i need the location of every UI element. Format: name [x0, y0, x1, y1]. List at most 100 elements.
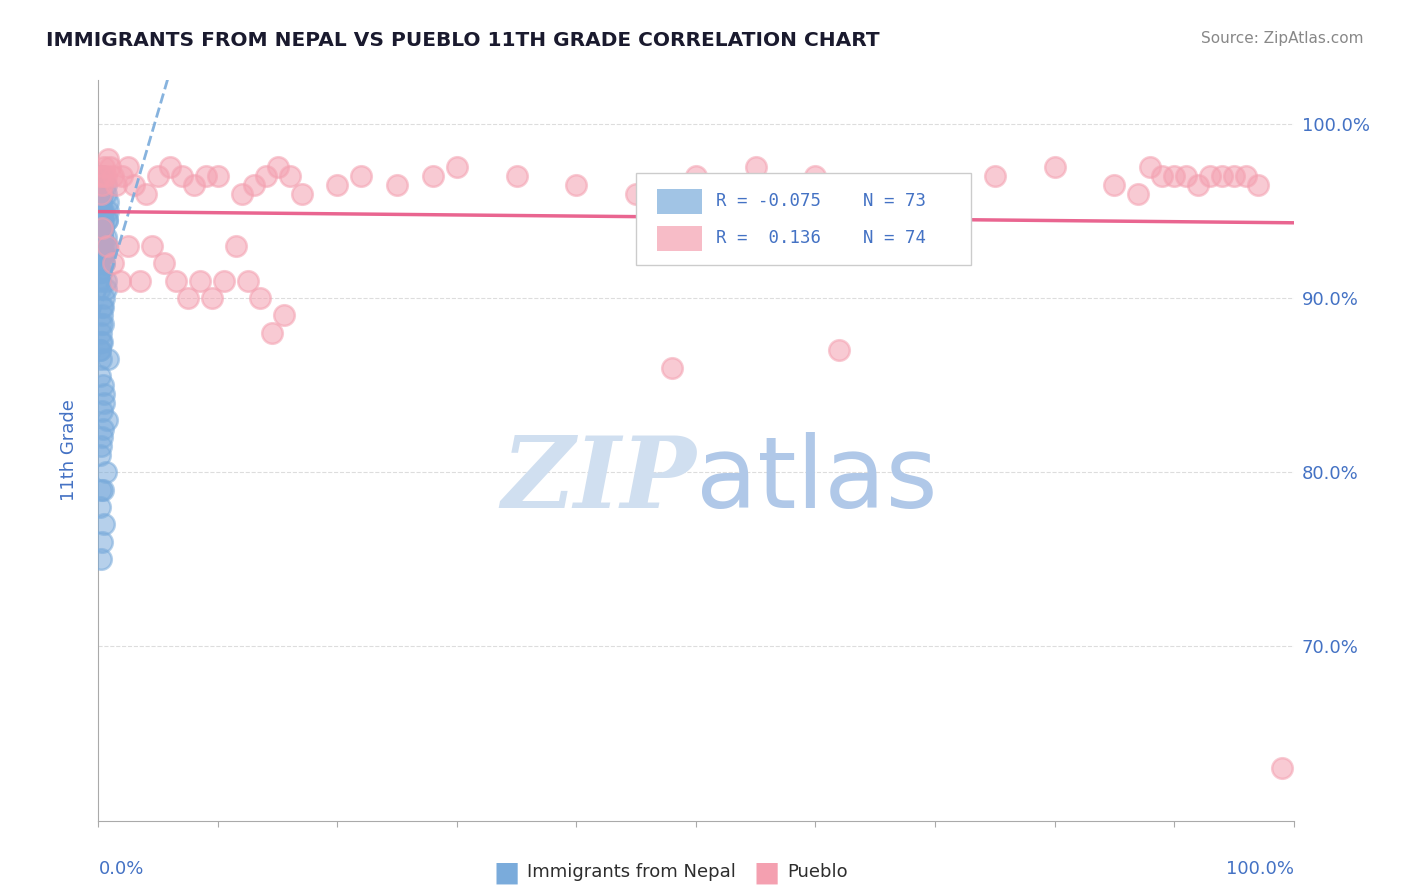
- Point: [94, 282, 117, 296]
- Point: [91, 378, 114, 392]
- Point: [1271, 761, 1294, 775]
- Text: 0.0%: 0.0%: [98, 860, 143, 878]
- Point: [91, 300, 114, 314]
- Point: [267, 161, 290, 175]
- Point: [1163, 169, 1185, 183]
- Point: [89, 500, 111, 514]
- Point: [90, 351, 112, 366]
- Point: [188, 274, 211, 288]
- Point: [195, 169, 218, 183]
- Point: [90, 552, 112, 566]
- Point: [1234, 169, 1257, 183]
- Point: [101, 169, 124, 183]
- Point: [94, 178, 117, 192]
- Point: [90, 326, 112, 340]
- Point: [984, 169, 1007, 183]
- Point: [94, 230, 117, 244]
- Point: [91, 212, 114, 227]
- Point: [89, 343, 111, 358]
- Point: [89, 186, 111, 201]
- Point: [94, 186, 117, 201]
- Point: [1247, 178, 1270, 192]
- Point: [260, 326, 283, 340]
- Point: [91, 300, 114, 314]
- Point: [90, 265, 112, 279]
- Point: [94, 465, 117, 479]
- Text: R =  0.136    N = 74: R = 0.136 N = 74: [716, 229, 927, 247]
- Point: [91, 317, 114, 331]
- Point: [94, 274, 117, 288]
- Point: [93, 387, 115, 401]
- Text: 100.0%: 100.0%: [1226, 860, 1294, 878]
- Point: [165, 274, 187, 288]
- Point: [89, 221, 111, 235]
- Point: [446, 161, 468, 175]
- Point: [89, 343, 111, 358]
- Point: [685, 169, 707, 183]
- Point: [91, 169, 114, 183]
- Point: [89, 195, 111, 210]
- Point: [90, 483, 112, 497]
- Point: [94, 169, 117, 183]
- Point: [93, 161, 115, 175]
- Point: [90, 247, 112, 261]
- Point: [159, 161, 181, 175]
- Point: [93, 247, 115, 261]
- Point: [148, 169, 170, 183]
- Text: ■: ■: [494, 858, 519, 887]
- Point: [91, 203, 114, 218]
- Point: [201, 291, 224, 305]
- Text: ZIP: ZIP: [501, 432, 696, 528]
- Point: [828, 343, 851, 358]
- Point: [278, 169, 301, 183]
- Point: [91, 309, 114, 323]
- Point: [89, 169, 111, 183]
- Text: atlas: atlas: [696, 432, 938, 529]
- Point: [117, 239, 139, 253]
- Point: [236, 274, 259, 288]
- Point: [89, 448, 111, 462]
- Point: [177, 291, 200, 305]
- Point: [94, 239, 117, 253]
- Point: [97, 195, 120, 210]
- Point: [89, 265, 111, 279]
- Point: [111, 169, 134, 183]
- Point: [91, 186, 114, 201]
- Point: [385, 178, 409, 192]
- Text: Pueblo: Pueblo: [787, 863, 848, 881]
- Point: [804, 169, 827, 183]
- Point: [90, 195, 112, 210]
- Point: [1211, 169, 1233, 183]
- Point: [89, 195, 111, 210]
- Point: [90, 317, 112, 331]
- Point: [326, 178, 349, 192]
- Point: [93, 247, 115, 261]
- Point: [98, 161, 122, 175]
- Point: [91, 483, 114, 497]
- Point: [96, 239, 118, 253]
- Point: [172, 169, 194, 183]
- Point: [97, 152, 120, 166]
- Point: [135, 186, 157, 201]
- Point: [273, 309, 295, 323]
- Y-axis label: 11th Grade: 11th Grade: [59, 400, 77, 501]
- Point: [91, 212, 114, 227]
- Point: [93, 395, 115, 409]
- Point: [506, 169, 529, 183]
- FancyBboxPatch shape: [637, 173, 972, 266]
- Point: [108, 274, 131, 288]
- Point: [96, 212, 118, 227]
- Point: [101, 256, 124, 270]
- Point: [91, 169, 114, 183]
- Point: [243, 178, 266, 192]
- Point: [93, 256, 115, 270]
- Point: [1128, 186, 1150, 201]
- Point: [1223, 169, 1246, 183]
- Point: [225, 239, 247, 253]
- Point: [1152, 169, 1174, 183]
- Point: [91, 178, 114, 192]
- Bar: [657, 189, 702, 213]
- Point: [865, 178, 887, 192]
- Text: R = -0.075    N = 73: R = -0.075 N = 73: [716, 192, 927, 210]
- Point: [422, 169, 444, 183]
